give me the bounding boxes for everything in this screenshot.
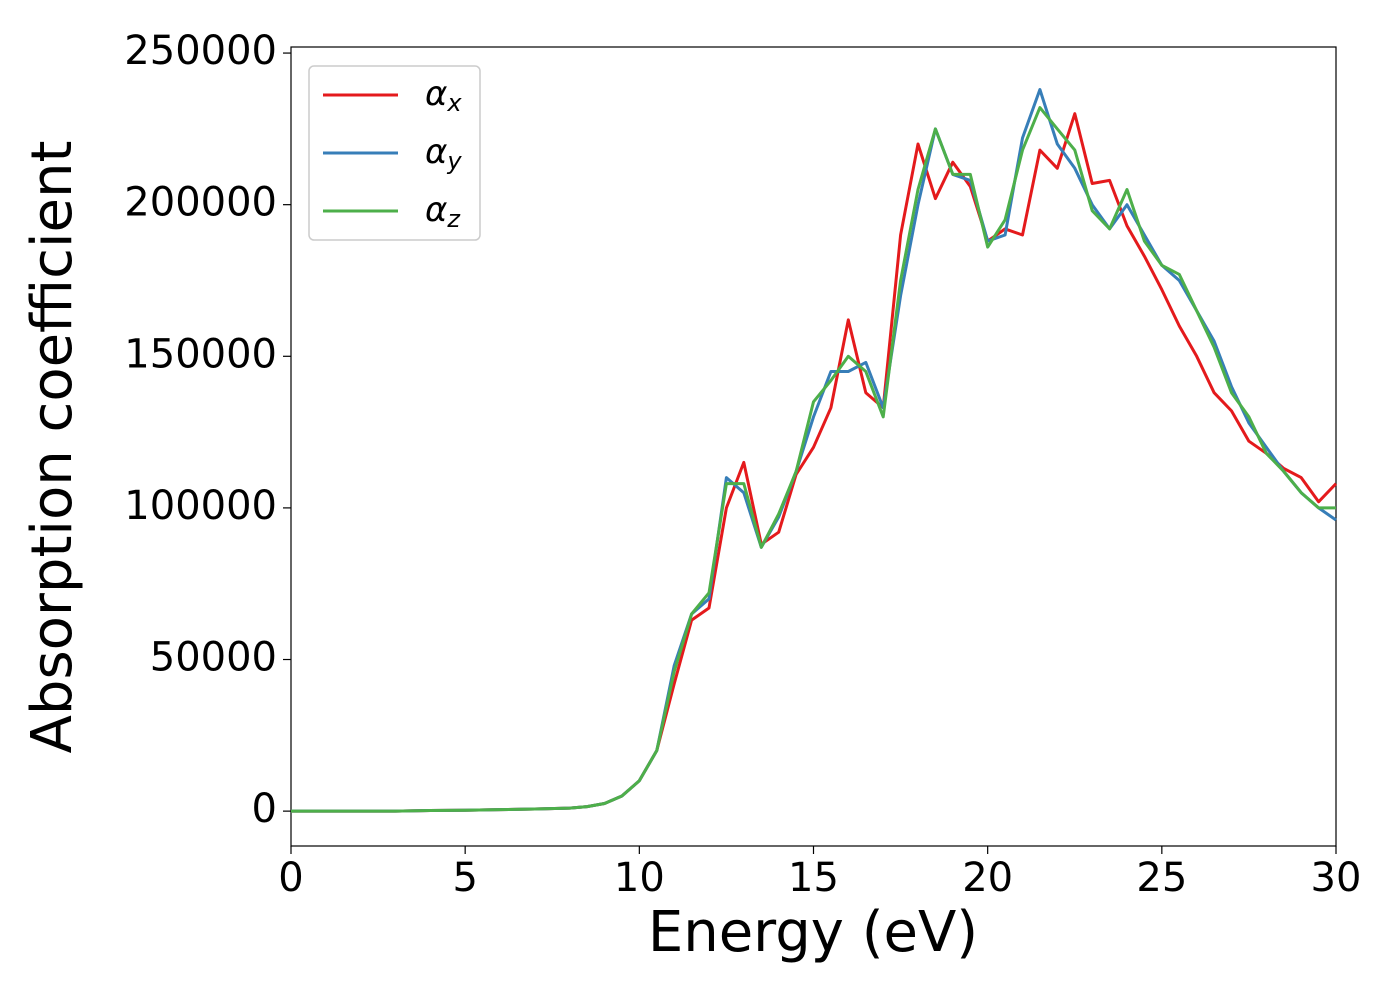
legend-label: αy bbox=[425, 132, 462, 176]
y-tick-label: 50000 bbox=[150, 635, 277, 681]
x-tick-label: 20 bbox=[962, 855, 1013, 901]
legend-label: αz bbox=[425, 190, 461, 234]
x-tick-label: 30 bbox=[1311, 855, 1362, 901]
y-tick-label: 0 bbox=[252, 786, 277, 832]
x-tick-label: 25 bbox=[1136, 855, 1187, 901]
legend-label: αx bbox=[425, 74, 462, 118]
legend: αx αy αz bbox=[308, 65, 481, 241]
y-tick-label: 150000 bbox=[124, 331, 277, 377]
x-axis-label: Energy (eV) bbox=[648, 900, 978, 965]
x-tick-label: 15 bbox=[788, 855, 839, 901]
x-tick-label: 0 bbox=[278, 855, 303, 901]
y-axis-label: Absorption coefficient bbox=[20, 141, 85, 754]
y-tick-label: 200000 bbox=[124, 180, 277, 226]
y-tick-label: 250000 bbox=[124, 28, 277, 74]
series-line bbox=[291, 106, 1336, 813]
x-tick-label: 5 bbox=[452, 855, 477, 901]
x-tick-label: 10 bbox=[614, 855, 665, 901]
y-tick-label: 100000 bbox=[124, 483, 277, 529]
